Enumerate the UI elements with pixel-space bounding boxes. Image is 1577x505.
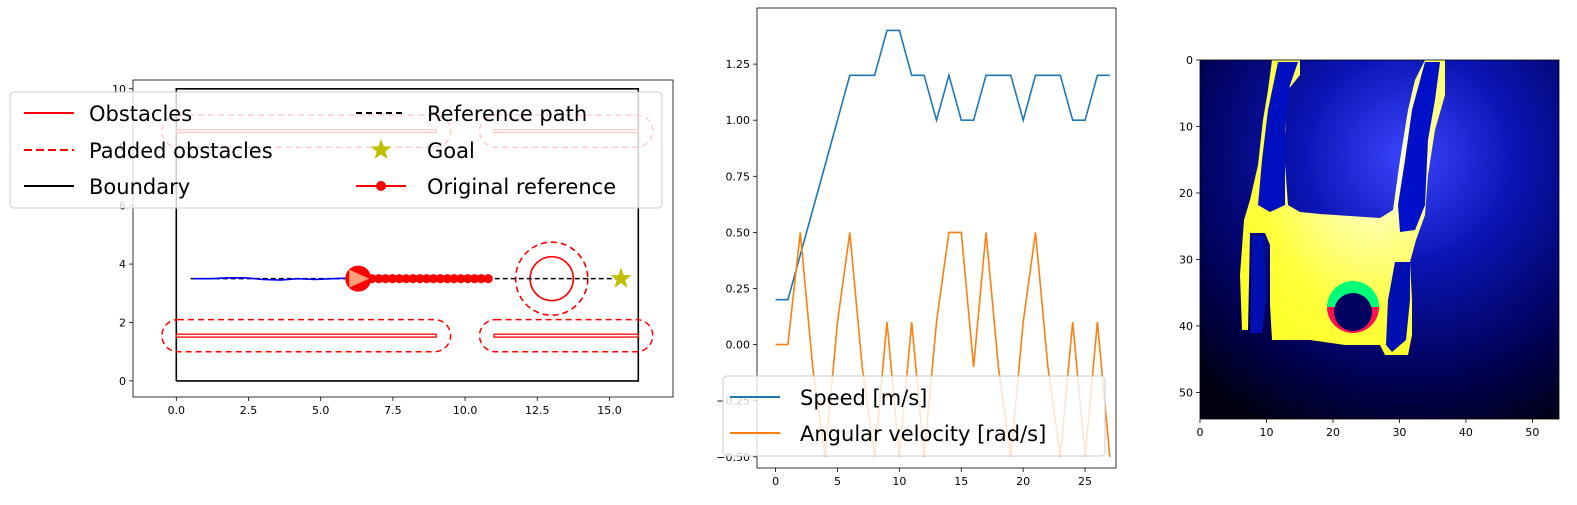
legend-goal-label: Goal bbox=[427, 139, 475, 163]
legend-goal-star bbox=[370, 139, 392, 159]
map-original-reference-point bbox=[449, 274, 459, 284]
velocity-plot: 0510152025−0.50−0.250.000.250.500.751.00… bbox=[716, 7, 1117, 488]
map-original-reference-point bbox=[380, 274, 391, 284]
map-xtick-label: 7.5 bbox=[384, 404, 402, 417]
velocity-legend: Speed [m/s] Angular velocity [rad/s] bbox=[722, 375, 1106, 457]
legend-boundary-label: Boundary bbox=[89, 175, 190, 199]
heatmap-ytick-label: 50 bbox=[1179, 386, 1193, 399]
map-original-reference-point bbox=[415, 274, 425, 284]
map-xtick-label: 0.0 bbox=[168, 404, 186, 417]
map-xtick-label: 10.0 bbox=[453, 404, 478, 417]
heatmap-ytick-label: 40 bbox=[1179, 320, 1193, 333]
map-robot-heading bbox=[349, 269, 370, 288]
heatmap-xtick-label: 0 bbox=[1197, 426, 1204, 439]
map-original-reference-point bbox=[394, 274, 404, 284]
heatmap-obstacle-left-post bbox=[1250, 236, 1266, 333]
map-legend-box bbox=[9, 91, 663, 209]
map-xtick-label: 2.5 bbox=[240, 404, 258, 417]
map-original-reference-point bbox=[401, 274, 411, 284]
map-original-reference-point bbox=[387, 274, 398, 284]
occupancy-image-plot: 0 10 20 30 40 50 0 10 20 30 40 50 bbox=[1179, 54, 1560, 439]
legend-original-marker bbox=[376, 181, 386, 191]
heatmap-obstacle-upper-left bbox=[1258, 62, 1298, 212]
velocity-ytick-label: 0.75 bbox=[726, 170, 751, 183]
velocity-xtick-label: 0 bbox=[772, 475, 779, 488]
map-plot: 0.02.55.07.510.012.515.00246810 Obstacle… bbox=[9, 79, 674, 417]
map-padded-obstacle bbox=[478, 318, 654, 353]
heatmap-ytick-label: 0 bbox=[1186, 54, 1193, 67]
map-original-reference-point bbox=[408, 274, 418, 284]
velocity-xtick-label: 5 bbox=[834, 475, 841, 488]
heatmap-ring-hole bbox=[1334, 293, 1372, 331]
velocity-xtick-label: 10 bbox=[892, 475, 906, 488]
heatmap-ticks: 0 10 20 30 40 50 0 10 20 30 40 50 bbox=[1179, 54, 1539, 439]
map-original-reference-point bbox=[476, 274, 486, 284]
map-original-reference-point bbox=[463, 274, 473, 284]
map-original-reference-point bbox=[435, 274, 445, 284]
map-xtick-label: 12.5 bbox=[525, 404, 550, 417]
heatmap-ytick-label: 10 bbox=[1179, 120, 1193, 133]
heatmap-ytick-label: 20 bbox=[1179, 187, 1193, 200]
map-original-reference-point bbox=[428, 274, 439, 284]
heatmap-frame bbox=[1199, 59, 1560, 420]
velocity-xtick-label: 25 bbox=[1078, 475, 1092, 488]
legend-angular-label: Angular velocity [rad/s] bbox=[800, 422, 1046, 446]
heatmap-xtick-label: 30 bbox=[1392, 426, 1406, 439]
legend-original-label: Original reference bbox=[427, 175, 616, 199]
map-original-reference-point bbox=[456, 274, 466, 284]
heatmap-ytick-label: 30 bbox=[1179, 253, 1193, 266]
heatmap-xtick-label: 20 bbox=[1326, 426, 1340, 439]
velocity-legend-box bbox=[722, 375, 1106, 457]
velocity-ytick-label: 0.00 bbox=[726, 339, 751, 352]
legend-padded-label: Padded obstacles bbox=[89, 139, 273, 163]
velocity-ytick-label: 0.25 bbox=[726, 282, 751, 295]
map-legend: Obstacles Padded obstacles Boundary Refe… bbox=[9, 91, 663, 209]
map-padded-obstacle bbox=[161, 318, 452, 353]
map-xtick-label: 15.0 bbox=[597, 404, 622, 417]
map-ytick-label: 2 bbox=[119, 316, 126, 329]
heatmap-obstacle-upper-right bbox=[1398, 62, 1440, 232]
speed-series-line bbox=[775, 29, 1110, 301]
heatmap-xtick-label: 40 bbox=[1459, 426, 1473, 439]
heatmap-obstacle-right-post bbox=[1386, 262, 1410, 352]
map-original-reference-point bbox=[483, 274, 493, 284]
map-original-reference-point bbox=[374, 274, 384, 284]
map-ytick-label: 4 bbox=[119, 258, 126, 271]
legend-speed-label: Speed [m/s] bbox=[800, 386, 927, 410]
map-obstacle bbox=[493, 333, 639, 338]
map-original-reference-point bbox=[442, 274, 452, 284]
legend-obstacles-label: Obstacles bbox=[89, 102, 192, 126]
map-obstacle bbox=[175, 333, 437, 338]
velocity-ytick-label: 1.25 bbox=[726, 58, 751, 71]
velocity-xtick-label: 20 bbox=[1016, 475, 1030, 488]
map-robot-trajectory bbox=[193, 276, 359, 281]
velocity-xtick-label: 15 bbox=[954, 475, 968, 488]
velocity-ytick-label: 0.50 bbox=[726, 226, 751, 239]
map-ytick-label: 0 bbox=[119, 375, 126, 388]
map-original-reference-point bbox=[469, 274, 480, 284]
map-xtick-label: 5.0 bbox=[312, 404, 330, 417]
map-original-reference-point bbox=[422, 274, 432, 284]
map-goal-star bbox=[610, 267, 632, 288]
velocity-ytick-label: 1.00 bbox=[726, 114, 751, 127]
heatmap-xtick-label: 10 bbox=[1259, 426, 1273, 439]
map-plot-ticks: 0.02.55.07.510.012.515.00246810 bbox=[112, 83, 622, 417]
legend-reference-label: Reference path bbox=[427, 102, 587, 126]
heatmap-xtick-label: 50 bbox=[1525, 426, 1539, 439]
